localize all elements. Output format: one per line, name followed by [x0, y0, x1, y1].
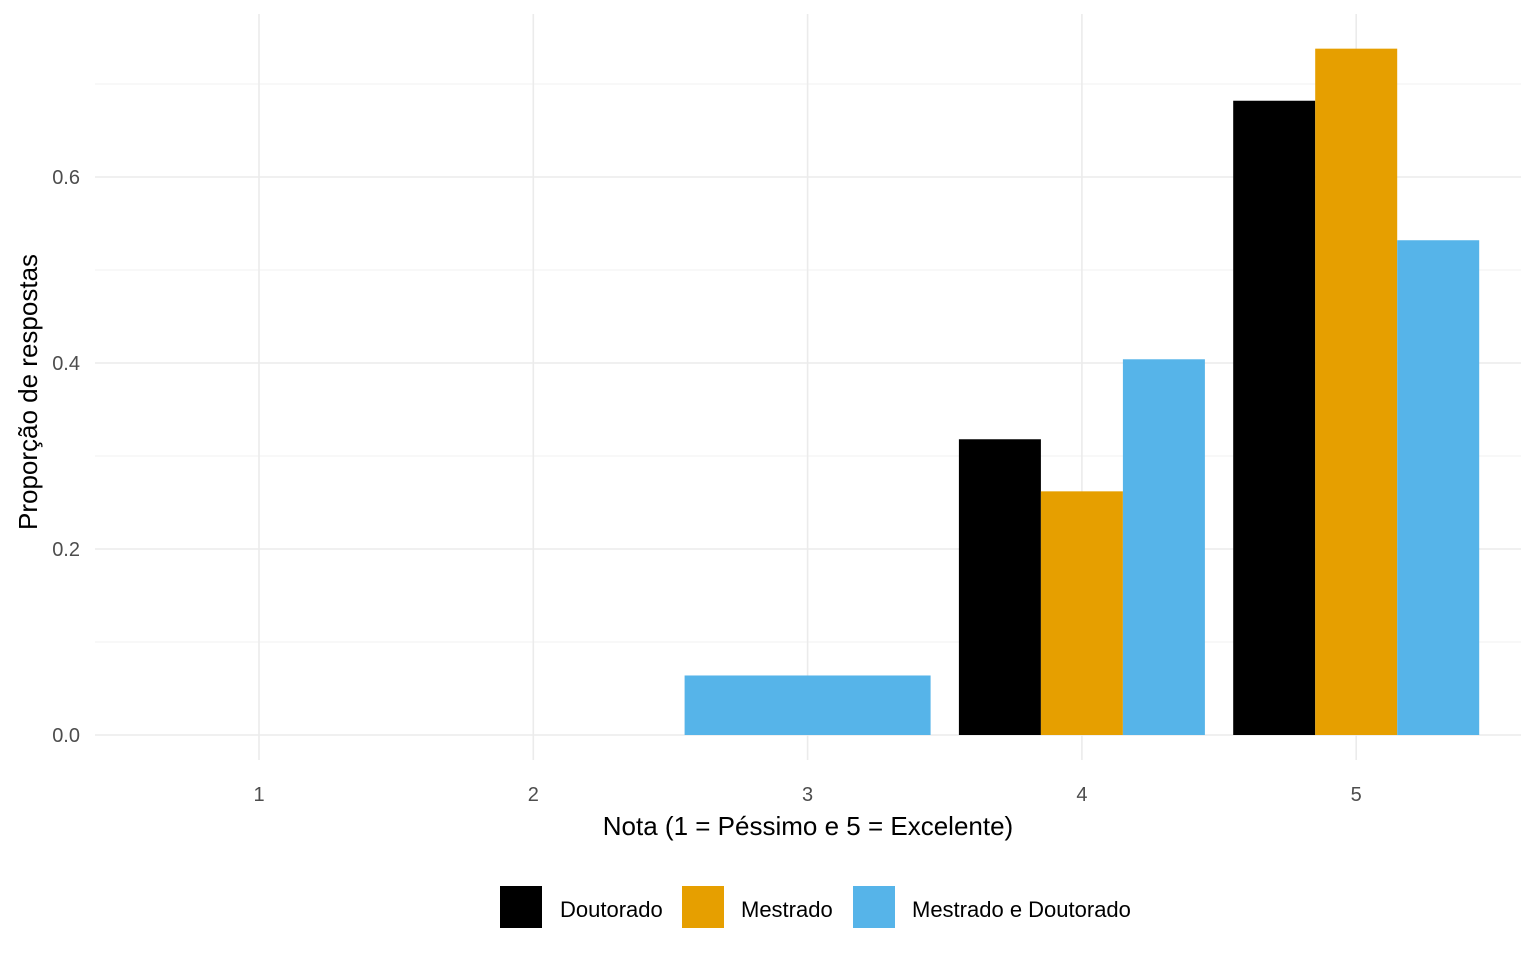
legend: Doutorado Mestrado Mestrado e Doutorado [500, 886, 1131, 928]
bar-mestrado-e-doutorado-3 [684, 675, 931, 735]
legend-key-doutorado [500, 886, 542, 928]
legend-label: Doutorado [560, 897, 663, 922]
legend-label: Mestrado [741, 897, 833, 922]
legend-key-mestrado-e-doutorado [853, 886, 895, 928]
bar-mestrado-4 [1040, 491, 1123, 735]
legend-key-mestrado [682, 886, 724, 928]
bar-doutorado-5 [1233, 100, 1316, 736]
x-tick-label: 3 [802, 784, 813, 806]
bar-doutorado-4 [958, 439, 1041, 735]
x-tick-label: 4 [1076, 784, 1087, 806]
x-tick-label: 5 [1351, 784, 1362, 806]
bar-mestrado-e-doutorado-5 [1397, 240, 1480, 736]
bar-mestrado-e-doutorado-4 [1122, 359, 1205, 735]
x-tick-label: 2 [528, 784, 539, 806]
y-tick-label: 0.4 [52, 353, 80, 375]
y-axis-ticks: 0.0 0.2 0.4 0.6 [52, 167, 80, 747]
x-axis-ticks: 1 2 3 4 5 [253, 784, 1361, 806]
y-tick-label: 0.2 [52, 539, 80, 561]
y-tick-label: 0.6 [52, 167, 80, 189]
y-axis-title: Proporção de respostas [13, 254, 43, 530]
x-axis-title: Nota (1 = Péssimo e 5 = Excelente) [603, 811, 1013, 841]
bars [684, 48, 1480, 736]
legend-label: Mestrado e Doutorado [912, 897, 1131, 922]
bar-mestrado-5 [1315, 48, 1398, 736]
x-tick-label: 1 [253, 784, 264, 806]
y-tick-label: 0.0 [52, 725, 80, 747]
